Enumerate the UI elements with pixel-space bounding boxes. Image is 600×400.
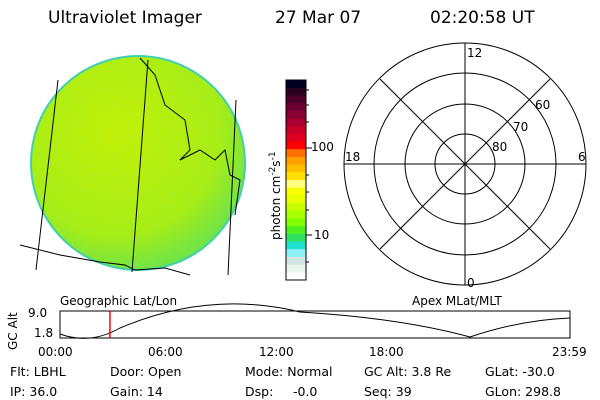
apex-label: Apex MLat/MLT [412,294,502,308]
altitude-plot-frame [59,310,571,339]
colorbar-band [286,149,306,158]
mlat-ring-70: 70 [513,120,529,134]
alt-xtick: 06:00 [148,345,183,359]
alt-ylabel: GC Alt [6,312,20,350]
colorbar-band [286,226,306,235]
altitude-curve [59,303,571,339]
door-info: Door: Open [110,364,182,379]
colorbar-exp1: -2 [268,166,278,176]
colorbar-band [286,195,306,204]
mlat-ring-80: 80 [492,140,508,154]
gain-info: Gain: 14 [110,384,163,399]
colorbar-tick-100: 100 [311,140,334,154]
dsp-label: Dsp: [245,384,274,399]
colorbar-band [286,118,306,127]
time-label: 02:20:58 UT [430,8,535,28]
mlat-ring-60: 60 [535,98,551,112]
gc-alt-info: GC Alt: 3.8 Re [364,364,452,379]
colorbar-ticks [306,89,312,263]
alt-xtick: 12:00 [259,345,294,359]
colorbar-band [286,187,306,196]
alt-ytick-max: 9.0 [28,306,48,320]
glon-info: GLon: 298.8 [485,384,561,399]
colorbar-label: photon cm-2s-1 [268,151,283,240]
seq-info: Seq: 39 [364,384,412,399]
colorbar-band [286,103,306,112]
colorbar-band [286,87,306,96]
colorbar-band [286,256,306,266]
colorbar-band [286,110,306,119]
instrument-title: Ultraviolet Imager [48,8,202,28]
geographic-label: Geographic Lat/Lon [60,294,178,308]
mlt-label-18: 18 [345,150,361,164]
colorbar-label-s: s [269,160,283,167]
colorbar-band [286,264,306,273]
colorbar-band [286,210,306,219]
colorbar-band [286,218,306,227]
colorbar-band [286,233,306,243]
mlt-label-12: 12 [467,46,483,60]
colorbar-band [286,172,306,181]
colorbar-band [286,249,306,258]
alt-ytick-min: 1.8 [34,326,54,340]
colorbar-band [286,164,306,173]
colorbar-band [286,126,306,135]
colorbar-band [286,156,306,166]
dsp-value: -0.0 [293,384,318,399]
mode-info: Mode: Normal [245,364,333,379]
geographic-grid [19,57,241,276]
date-label: 27 Mar 07 [275,8,362,28]
alt-xtick: 18:00 [369,345,404,359]
filter-info: Flt: LBHL [10,364,66,379]
colorbar-band [286,95,306,104]
colorbar-band [286,241,306,250]
mlt-label-6: 6 [578,150,586,164]
colorbar-band [286,203,306,212]
colorbar-tick-10: 10 [314,228,330,242]
ip-info: IP: 36.0 [10,384,58,399]
earth-disk-image [19,55,246,276]
colorbar-label-base: photon cm [269,175,283,240]
polar-grid [343,42,587,286]
alt-xtick: 23:59 [552,345,587,359]
colorbar-band [286,180,306,189]
colorbar-band [286,141,306,150]
glat-info: GLat: -30.0 [485,364,555,379]
mlt-label-0: 0 [467,276,475,290]
colorbar-band [286,272,306,281]
alt-xtick: 00:00 [38,345,73,359]
colorbar [286,80,306,281]
colorbar-band [286,133,306,143]
colorbar-exp2: -1 [268,151,278,161]
colorbar-band [286,80,306,89]
